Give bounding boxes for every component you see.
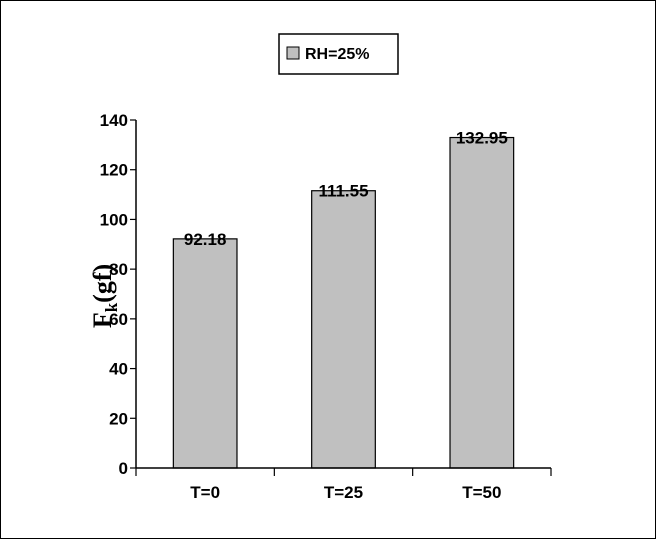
y-axis-label-unit: (gf) [88, 264, 117, 303]
y-tick-label: 100 [100, 210, 128, 229]
y-axis-label-main: F [88, 312, 117, 328]
x-tick-label-2: T=25 [324, 483, 363, 502]
legend-swatch [286, 46, 300, 60]
x-ticks: T=0 T=25 T=50 [190, 483, 501, 502]
bar-3 [449, 136, 515, 469]
data-label-3: 132.95 [456, 129, 508, 148]
data-label-2: 111.55 [318, 182, 368, 201]
y-tick-label: 140 [100, 111, 128, 130]
bars-layer [172, 136, 515, 469]
y-tick-label: 40 [109, 360, 128, 379]
axes-layer [135, 120, 552, 476]
bar-2 [311, 190, 376, 469]
bar-1 [172, 238, 238, 469]
y-ticks: 0 20 40 60 80 100 120 140 [100, 111, 136, 478]
x-tick-label-1: T=0 [190, 483, 220, 502]
legend-label: RH=25% [305, 46, 369, 63]
y-tick-label: 0 [119, 459, 128, 478]
y-tick-label: 20 [109, 409, 128, 428]
data-label-1: 92.18 [184, 230, 227, 249]
legend: RH=25% [278, 33, 399, 75]
data-labels-layer: 92.18 111.55 132.95 [184, 129, 508, 249]
x-tick-label-3: T=50 [462, 483, 501, 502]
svg-text:Fk(gf): Fk(gf) [88, 264, 121, 328]
y-tick-label: 80 [109, 260, 128, 279]
y-axis-label-subscript: k [102, 302, 121, 312]
y-tick-label: 60 [109, 310, 128, 329]
y-tick-label: 120 [100, 161, 128, 180]
y-axis-label: Fk(gf) [88, 264, 121, 328]
